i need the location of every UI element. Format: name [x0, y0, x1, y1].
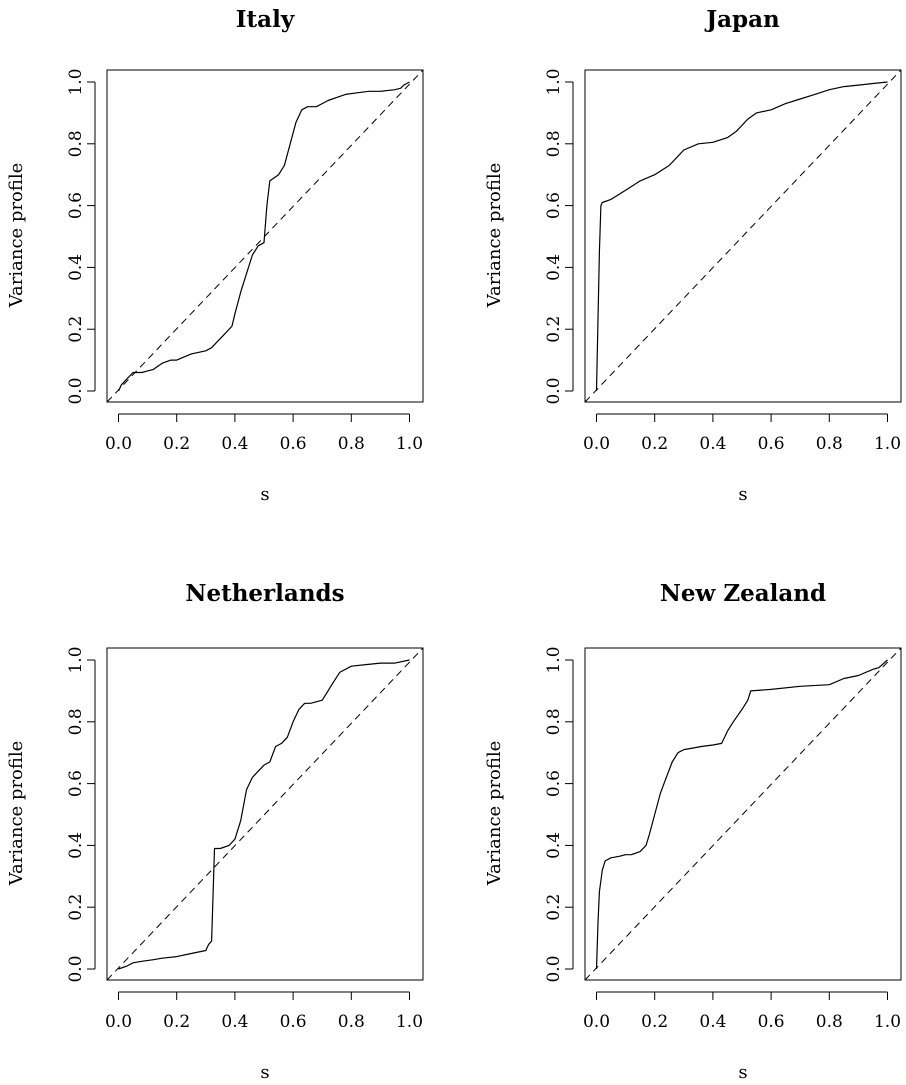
x-tick-label: 0.0 — [105, 1012, 132, 1032]
panel-new-zealand: New Zealand s Variance profile 0.0 0.2 0.4… — [484, 580, 902, 1083]
y-tick-label: 0.4 — [544, 832, 564, 859]
x-tick-label: 0.0 — [583, 434, 610, 454]
x-tick-label: 0.8 — [816, 1012, 843, 1032]
y-tick-label: 0.8 — [544, 708, 564, 735]
y-tick-label: 0.6 — [66, 770, 86, 797]
x-tick-label: 0.8 — [338, 434, 365, 454]
y-tick-label: 0.4 — [66, 832, 86, 859]
y-tick-label: 0.0 — [66, 377, 86, 404]
reference-diagonal-line — [106, 647, 424, 981]
panel-netherlands: Netherlands s Variance profile 0.0 0.2 0.4… — [6, 580, 424, 1083]
x-tick-label: 1.0 — [874, 434, 901, 454]
x-axis-label: s — [260, 1062, 269, 1083]
x-axis-label: s — [738, 1062, 747, 1083]
panel-title: Italy — [236, 6, 295, 33]
variance-profile-curve — [595, 659, 888, 970]
plot-frame — [106, 69, 424, 403]
y-tick-label: 0.8 — [66, 708, 86, 735]
x-tick-label: 0.4 — [221, 434, 248, 454]
y-tick-label: 1.0 — [66, 646, 86, 673]
x-tick-label: 0.6 — [758, 1012, 785, 1032]
y-axis-label: Variance profile — [484, 163, 505, 309]
panel-title: Netherlands — [185, 580, 344, 607]
y-tick-label: 0.2 — [544, 316, 564, 343]
x-tick-label: 0.0 — [105, 434, 132, 454]
x-tick-label: 0.6 — [280, 434, 307, 454]
x-tick-label: 0.4 — [221, 1012, 248, 1032]
panel-title: Japan — [704, 6, 780, 33]
panel-japan: Japan s Variance profile 0.0 0.2 0.4 0.6 0.8… — [484, 6, 902, 505]
x-axis-label: s — [738, 484, 747, 505]
y-tick-label: 1.0 — [66, 68, 86, 95]
variance-profile-curve — [595, 81, 888, 392]
y-tick-label: 0.6 — [66, 192, 86, 219]
y-axis-label: Variance profile — [6, 741, 27, 887]
plot-frame — [106, 647, 424, 981]
y-tick-label: 0.6 — [544, 770, 564, 797]
x-tick-label: 0.6 — [280, 1012, 307, 1032]
x-axis-label: s — [260, 484, 269, 505]
y-tick-label: 0.2 — [544, 894, 564, 921]
x-tick-label: 1.0 — [396, 434, 423, 454]
x-tick-label: 0.8 — [338, 1012, 365, 1032]
y-tick-label: 1.0 — [544, 68, 564, 95]
y-tick-label: 0.4 — [66, 254, 86, 281]
x-tick-label: 1.0 — [396, 1012, 423, 1032]
y-axis-label: Variance profile — [6, 163, 27, 309]
reference-diagonal-line — [584, 69, 902, 403]
x-tick-label: 0.2 — [163, 434, 190, 454]
x-tick-label: 0.2 — [641, 1012, 668, 1032]
x-tick-label: 0.6 — [758, 434, 785, 454]
y-tick-label: 0.0 — [544, 377, 564, 404]
x-tick-label: 1.0 — [874, 1012, 901, 1032]
y-tick-label: 0.0 — [544, 955, 564, 982]
panel-title: New Zealand — [660, 580, 826, 607]
x-tick-label: 0.8 — [816, 434, 843, 454]
y-tick-label: 0.6 — [544, 192, 564, 219]
y-axis-label: Variance profile — [484, 741, 505, 887]
x-tick-label: 0.2 — [163, 1012, 190, 1032]
variance-profile-curve — [118, 659, 410, 970]
y-tick-label: 0.8 — [66, 130, 86, 157]
x-tick-label: 0.4 — [699, 1012, 726, 1032]
y-tick-label: 0.8 — [544, 130, 564, 157]
x-tick-label: 0.2 — [641, 434, 668, 454]
plot-frame — [584, 647, 902, 981]
panel-italy: Italy s Variance profile 0.0 0.2 0.4 0.6 0.8… — [6, 6, 424, 505]
variance-profile-curve — [117, 81, 410, 392]
plot-frame — [584, 69, 902, 403]
reference-diagonal-line — [106, 69, 424, 403]
reference-diagonal-line — [584, 647, 902, 981]
y-tick-label: 0.2 — [66, 894, 86, 921]
y-tick-label: 0.4 — [544, 254, 564, 281]
y-tick-label: 0.0 — [66, 955, 86, 982]
x-tick-label: 0.0 — [583, 1012, 610, 1032]
y-tick-label: 1.0 — [544, 646, 564, 673]
y-tick-label: 0.2 — [66, 316, 86, 343]
x-tick-label: 0.4 — [699, 434, 726, 454]
